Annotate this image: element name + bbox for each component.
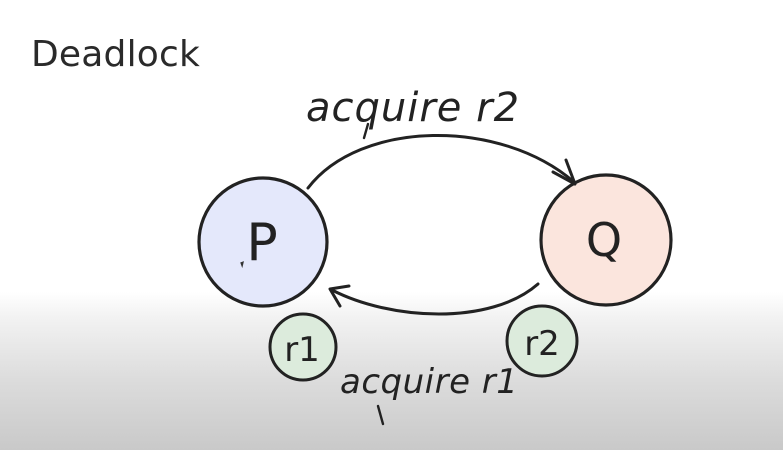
edge-label-acquire-r1: acquire r1 (340, 362, 518, 402)
process-label-q: Q (586, 213, 622, 267)
resource-label-r1: r1 (284, 330, 320, 370)
resource-node-r1: r1 (268, 312, 338, 382)
edge-p-to-q (306, 122, 577, 190)
edge-q-to-p (328, 282, 540, 426)
slide-title: Deadlock (31, 34, 201, 75)
resource-node-r2: r2 (505, 304, 579, 378)
process-label-p: P (246, 213, 277, 273)
edge-label-acquire-r2: acquire r2 (306, 85, 520, 131)
resource-label-r2: r2 (524, 324, 560, 364)
process-node-p: P (197, 176, 329, 308)
process-node-q: Q (539, 173, 673, 307)
